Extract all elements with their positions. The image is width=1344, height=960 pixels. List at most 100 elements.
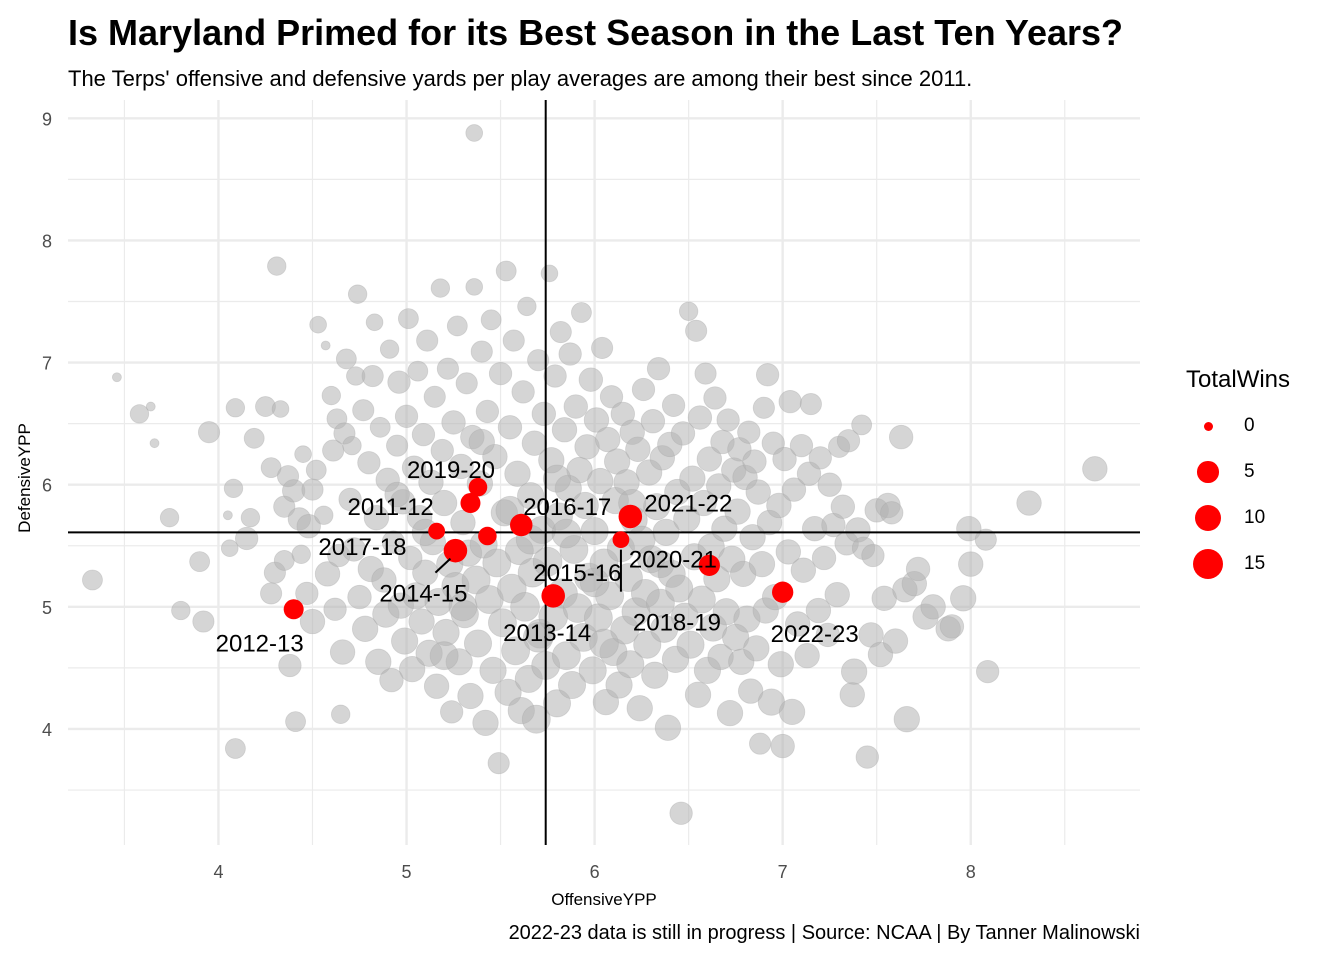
background-point [418, 469, 444, 495]
background-point [189, 551, 211, 573]
background-point [646, 550, 675, 579]
background-point [706, 473, 732, 499]
background-point [171, 600, 191, 621]
background-point [591, 336, 614, 359]
legend-key [1186, 404, 1230, 448]
background-point [448, 453, 474, 480]
background-point [595, 426, 621, 453]
background-point [352, 615, 379, 642]
highlight-point [283, 599, 304, 620]
background-point [220, 539, 239, 558]
background-point [789, 433, 814, 458]
background-point [811, 545, 837, 571]
background-point [716, 699, 744, 727]
background-point [888, 424, 914, 450]
highlight-point [478, 526, 497, 546]
background-point [429, 641, 459, 671]
legend-dot [1192, 548, 1224, 580]
background-point [790, 557, 817, 583]
background-point [198, 421, 221, 444]
background-point [527, 349, 550, 372]
season-label: 2016-17 [523, 494, 611, 521]
background-point [696, 446, 722, 472]
background-point [455, 372, 478, 395]
legend-dot [1203, 421, 1213, 431]
background-point [494, 678, 522, 706]
background-point [684, 681, 712, 708]
background-point [676, 630, 705, 659]
x-tick-label: 5 [402, 862, 412, 882]
background-point [703, 386, 727, 410]
highlight-point [468, 477, 488, 497]
background-point [468, 428, 495, 456]
background-point [893, 706, 920, 733]
background-point [808, 446, 832, 470]
background-point [111, 372, 122, 383]
background-point [542, 689, 572, 718]
background-point [685, 319, 708, 342]
x-axis-title: OffensiveYPP [551, 890, 657, 909]
legend-dot [1194, 504, 1222, 532]
background-point [398, 308, 419, 330]
background-point [448, 592, 478, 622]
background-point [670, 602, 699, 631]
background-point [501, 636, 531, 666]
background-point [363, 505, 390, 531]
background-points-layer [82, 124, 1108, 825]
background-point [687, 585, 716, 614]
background-point [342, 435, 362, 456]
background-point [436, 357, 459, 380]
season-label: 2021-22 [644, 490, 732, 517]
y-tick-label: 8 [42, 231, 52, 251]
legend-entry: 0 [1186, 404, 1290, 450]
y-tick-label: 9 [42, 109, 52, 129]
background-point [225, 398, 246, 418]
background-point [542, 464, 572, 493]
background-point [976, 659, 1000, 684]
legend-key [1186, 450, 1230, 494]
background-point [532, 546, 563, 577]
background-point [386, 434, 409, 457]
background-point [309, 315, 327, 334]
background-point [778, 390, 802, 414]
legend-label: 10 [1244, 507, 1266, 528]
background-point [408, 608, 435, 635]
background-point [129, 404, 150, 424]
season-label: 2018-19 [633, 609, 721, 636]
background-point [578, 656, 607, 685]
background-point [855, 745, 879, 769]
legend-dot [1197, 461, 1219, 483]
background-point [446, 315, 468, 337]
background-point [687, 405, 713, 430]
background-point [222, 510, 233, 521]
background-point [958, 551, 984, 577]
background-point [851, 414, 873, 436]
y-tick-label: 6 [42, 476, 52, 496]
background-point [260, 582, 283, 605]
background-point [470, 340, 493, 363]
background-point [329, 639, 356, 665]
background-point [381, 530, 405, 554]
background-point [738, 678, 764, 704]
background-point [551, 518, 582, 549]
background-point [450, 509, 476, 536]
background-point [1016, 490, 1042, 516]
background-point [423, 673, 450, 699]
background-point [440, 700, 464, 724]
background-point [475, 399, 500, 424]
background-point [905, 556, 931, 582]
x-tick-label: 8 [966, 862, 976, 882]
season-label: 2020-21 [629, 547, 717, 574]
background-point [430, 278, 451, 298]
x-tick-label: 7 [778, 862, 788, 882]
background-point [650, 614, 679, 643]
background-point [341, 537, 367, 562]
background-point [479, 656, 507, 684]
background-point [510, 592, 540, 622]
background-point [950, 585, 977, 612]
background-point [587, 467, 614, 495]
background-point [273, 550, 295, 571]
background-point [365, 313, 384, 332]
legend-key [1186, 496, 1230, 540]
background-point [267, 256, 287, 276]
